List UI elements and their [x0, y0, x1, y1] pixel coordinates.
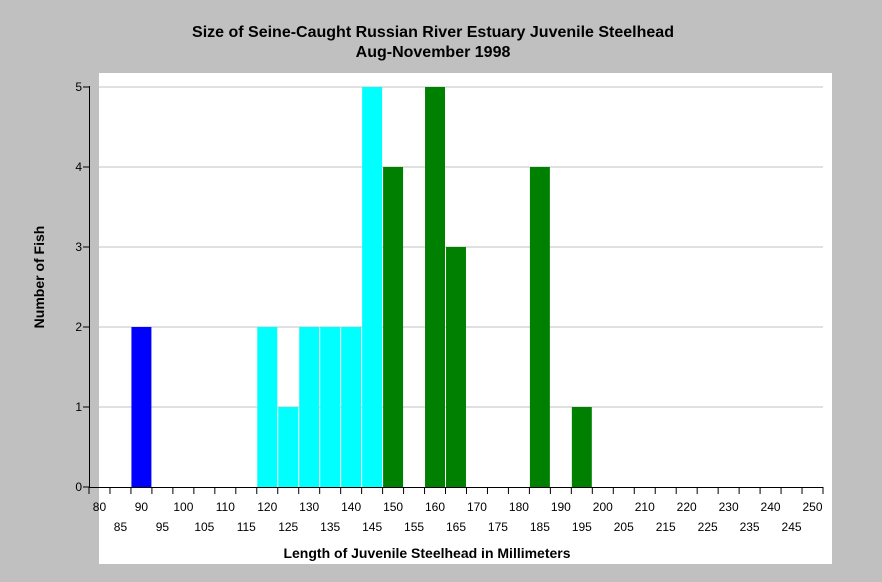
x-tick-label: 85	[114, 520, 128, 534]
y-tick-label: 4	[75, 160, 82, 174]
x-tick-label: 105	[194, 520, 214, 534]
x-tick-label: 215	[656, 520, 676, 534]
y-tick-label: 5	[75, 80, 82, 94]
x-tick-label: 180	[509, 500, 529, 514]
x-tick-label: 155	[404, 520, 424, 534]
x-tick-label: 115	[237, 520, 256, 534]
x-tick-label: 195	[572, 520, 592, 534]
x-tick-label: 95	[156, 520, 170, 534]
x-tick-label: 125	[278, 520, 298, 534]
x-tick-label: 110	[216, 500, 235, 514]
x-tick-label: 205	[614, 520, 634, 534]
x-tick-label: 210	[635, 500, 655, 514]
y-tick-label: 2	[75, 320, 82, 334]
y-ticks: 0 1 2 3 4 5	[75, 80, 89, 494]
x-axis-title: Length of Juvenile Steelhead in Millimet…	[283, 545, 570, 561]
bar-150	[383, 167, 404, 487]
y-tick-label: 3	[75, 240, 82, 254]
bar-140	[341, 327, 362, 487]
x-tick-label: 250	[802, 500, 822, 514]
bar-125	[278, 407, 299, 487]
y-tick-label: 0	[75, 480, 82, 494]
x-tick-label: 225	[698, 520, 718, 534]
x-tick-label: 150	[383, 500, 403, 514]
axes	[89, 86, 823, 488]
bar-130	[299, 327, 320, 487]
x-ticks: 80 90 100 110 120 130 140 150 160 170 180 190 200 210…	[88, 487, 824, 534]
x-tick-label: 145	[362, 520, 382, 534]
bar-120	[257, 327, 278, 487]
x-tick-label: 160	[425, 500, 445, 514]
bar-90	[131, 327, 152, 487]
x-tick-label: 240	[761, 500, 781, 514]
x-tick-label: 120	[257, 500, 277, 514]
x-tick-label: 135	[320, 520, 340, 534]
x-tick-label: 200	[593, 500, 613, 514]
x-tick-label: 185	[530, 520, 550, 534]
chart-subtitle: Aug-November 1998	[356, 44, 511, 61]
x-tick-label: 165	[446, 520, 466, 534]
bar-135	[320, 327, 341, 487]
bar-145	[362, 87, 383, 487]
x-tick-label: 100	[173, 500, 193, 514]
x-tick-label: 235	[740, 520, 760, 534]
bar-160	[425, 87, 446, 487]
x-tick-label: 230	[719, 500, 739, 514]
bar-165	[446, 247, 466, 487]
x-tick-label: 170	[467, 500, 487, 514]
y-axis-title: Number of Fish	[31, 226, 47, 329]
bar-185	[529, 167, 550, 487]
x-tick-label: 130	[299, 500, 319, 514]
x-tick-label: 190	[551, 500, 571, 514]
x-tick-label: 220	[677, 500, 697, 514]
x-tick-label: 90	[135, 500, 149, 514]
x-tick-label: 80	[93, 500, 107, 514]
chart-title: Size of Seine-Caught Russian River Estua…	[192, 24, 674, 41]
x-tick-label: 140	[341, 500, 361, 514]
y-tick-label: 1	[75, 400, 82, 414]
bars	[131, 87, 592, 487]
x-tick-label: 245	[782, 520, 802, 534]
x-tick-label: 175	[488, 520, 508, 534]
bar-195	[571, 407, 592, 487]
